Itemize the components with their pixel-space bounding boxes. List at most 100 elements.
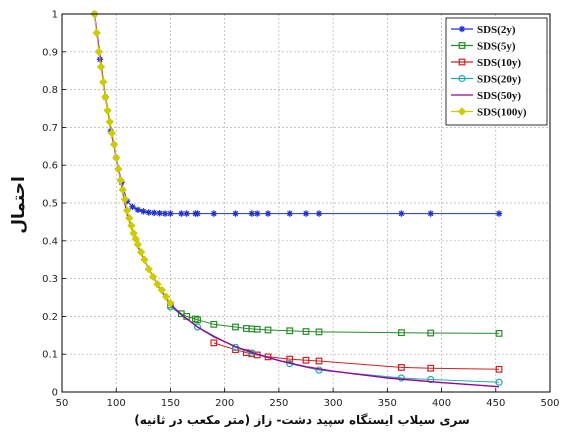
data-point-sds10y [398,364,405,371]
data-point-sds2y [194,210,201,217]
data-point-sds100y [129,229,138,238]
data-point-sds100y [148,272,158,281]
data-point-sds2y [161,210,169,217]
x-tick-label: 100 [107,398,126,409]
legend-marker [457,107,467,116]
legend-item-sds20y: SDS(20y) [451,74,521,86]
series-sds100y [90,9,175,308]
x-tick-label: 250 [269,398,288,409]
data-point-sds2y [129,203,136,210]
series-sds5y [167,301,503,337]
series-line-sds5y [170,304,500,334]
x-tick-label: 50 [56,398,69,409]
data-point-sds100y [127,221,136,230]
data-point-sds10y [427,364,435,372]
data-point-sds5y [495,330,503,337]
data-point-sds2y [167,210,174,217]
y-tick-label: 0.7 [42,123,58,134]
series-sds10y [210,339,503,373]
data-point-sds100y [114,164,123,174]
y-tick-label: 0.3 [42,274,58,285]
data-point-sds2y [210,210,218,217]
y-tick-label: 0.2 [42,312,58,323]
legend-label: SDS(50y) [477,90,521,102]
legend: SDS(2y) SDS(5y) SDS(10y) SDS(20y) SDS(50y) SD… [445,17,548,126]
data-point-sds2y [232,210,239,217]
data-point-sds100y [166,299,175,308]
y-tick-label: 1 [52,10,58,21]
y-tick-label: 0 [52,388,58,399]
data-point-sds100y [136,247,146,257]
data-point-sds2y [150,209,158,217]
x-tick-label: 400 [432,398,451,409]
data-point-sds100y [105,117,114,126]
legend-marker [458,58,466,66]
data-point-sds100y [101,92,110,102]
data-point-sds100y [112,153,121,162]
data-point-sds100y [94,47,104,56]
data-point-sds10y [302,356,310,364]
y-tick-label: 0.5 [42,199,58,210]
y-tick-label: 0.4 [42,236,58,247]
data-point-sds20y [495,378,503,386]
data-point-sds2y [302,210,310,217]
data-point-sds2y [134,206,142,214]
y-axis-ticks: 0 0.1 0.2 0.3 0.4 0.5 0.6 0.7 0.8 0.9 1 [42,10,66,399]
x-tick-label: 200 [215,398,234,409]
data-point-sds100y [109,140,119,149]
y-axis-label: احتمال [9,176,29,234]
data-point-sds2y [145,209,152,216]
data-point-sds5y [194,316,201,324]
data-point-sds5y [427,329,435,337]
legend-item-sds5y: SDS(5y) [451,41,516,53]
data-point-sds100y [125,213,134,223]
data-point-sds5y [315,328,323,336]
x-tick-label: 450 [486,398,505,409]
series-line-sds2y [94,13,499,215]
grid-lines [62,14,550,392]
x-tick-label: 500 [540,398,559,409]
data-point-sds2y [286,210,293,217]
data-point-sds2y [495,210,503,217]
data-point-sds100y [157,285,166,295]
data-point-sds100y [131,234,140,244]
series-layer [90,9,503,388]
data-point-sds100y [103,106,112,115]
legend-item-sds100y: SDS(100y) [451,107,527,119]
data-point-sds5y [264,326,272,334]
data-point-sds2y [178,210,185,217]
legend-label: SDS(20y) [477,74,521,86]
data-point-sds5y [302,328,310,335]
data-point-sds2y [254,210,261,217]
series-sds2y [91,10,503,217]
legend-box [445,17,548,126]
data-point-sds100y [118,185,127,194]
data-point-sds20y [193,323,202,331]
data-point-sds100y [92,28,101,38]
data-point-sds20y [397,374,406,382]
data-point-sds2y [156,210,163,217]
data-point-sds100y [99,77,108,87]
data-point-sds100y [107,128,117,138]
legend-item-sds50y: SDS(50y) [451,90,521,102]
data-point-sds100y [122,206,132,215]
data-point-sds2y [315,210,323,217]
data-point-sds2y [398,210,405,217]
data-point-sds2y [140,208,147,215]
y-tick-label: 0.9 [42,47,58,58]
data-point-sds2y [264,210,272,217]
data-point-sds100y [161,292,171,301]
data-point-sds5y [398,329,405,337]
data-point-sds5y [232,323,239,331]
legend-label: SDS(100y) [477,107,527,119]
data-point-sds2y [427,210,434,217]
series-line-sds10y [213,342,500,370]
data-point-sds100y [120,195,130,204]
legend-item-sds10y: SDS(10y) [451,57,521,69]
legend-label: SDS(5y) [477,41,516,53]
x-axis-label: سری سیلاب ایستگاه سپید دشت- زاز (متر مکع… [134,413,470,427]
y-tick-label: 0.8 [42,85,58,96]
data-point-sds2y [183,210,190,217]
y-tick-label: 0.6 [42,161,58,172]
